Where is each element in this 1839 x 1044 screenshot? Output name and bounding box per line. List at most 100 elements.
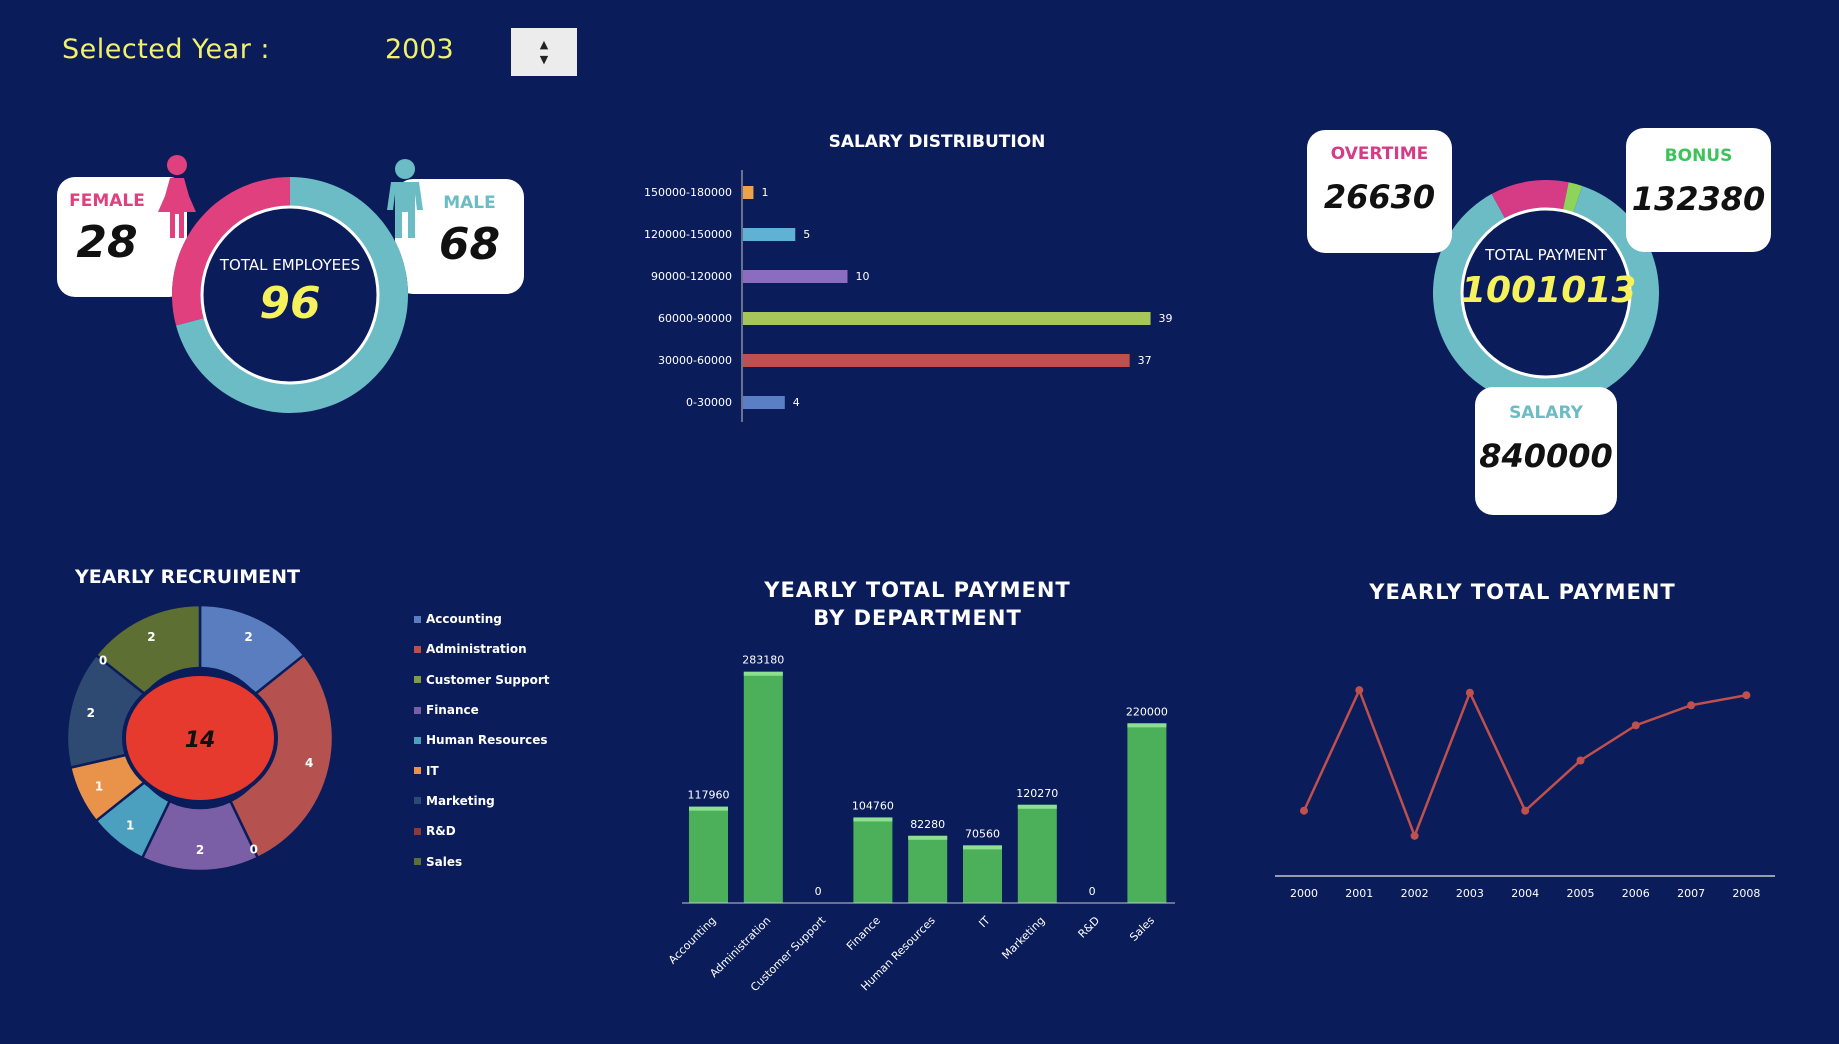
payment-ring xyxy=(1433,180,1659,406)
total-payment-label: TOTAL PAYMENT xyxy=(1485,246,1607,264)
male-person-icon xyxy=(387,159,423,238)
salary-bar xyxy=(743,396,785,409)
department-axis-label: Finance xyxy=(844,914,883,953)
year-up-button[interactable]: ▲ xyxy=(539,38,549,51)
department-bar-value: 220000 xyxy=(1126,705,1168,718)
legend-label: Marketing xyxy=(426,793,495,808)
legend-swatch xyxy=(414,615,421,623)
salary-bar-value: 4 xyxy=(793,396,800,409)
payment-point xyxy=(1300,806,1308,815)
bonus-label: BONUS xyxy=(1664,146,1733,166)
total-employees-label: TOTAL EMPLOYEES xyxy=(219,256,361,274)
recruitment-slice-label: 2 xyxy=(87,706,95,720)
recruitment-slice-label: 2 xyxy=(147,630,155,644)
yearly-recruitment-chart: 14 2 4 0 2 1 1 2 0 2 xyxy=(65,603,335,873)
salary-value: 840000 xyxy=(1479,437,1613,475)
department-bar xyxy=(1017,804,1057,903)
ring-overtime-segment xyxy=(1491,180,1569,220)
salary-bar-value: 39 xyxy=(1159,312,1173,325)
department-bar-value: 0 xyxy=(1089,885,1096,898)
legend-item: Sales xyxy=(414,846,549,876)
department-bar-value: 283180 xyxy=(742,654,784,667)
salary-bar xyxy=(743,270,848,283)
salary-range-label: 120000-150000 xyxy=(644,228,732,241)
legend-item: Administration xyxy=(414,634,549,664)
legend-item: IT xyxy=(414,755,549,785)
department-bar-value: 70560 xyxy=(965,827,1000,840)
selected-year-value: 2003 xyxy=(385,34,454,65)
payment-point xyxy=(1742,691,1751,700)
payment-point xyxy=(1521,806,1530,815)
department-payment-title-line2: BY DEPARTMENT xyxy=(813,606,1022,630)
recruitment-slice-label: 2 xyxy=(196,843,204,857)
year-axis-label: 2005 xyxy=(1567,887,1595,900)
legend-label: Finance xyxy=(426,703,479,718)
total-payment-value: 1001013 xyxy=(1461,270,1637,311)
legend-label: Sales xyxy=(426,854,463,869)
salary-range-label: 0-30000 xyxy=(686,396,732,409)
salary-card: SALARY 840000 xyxy=(1475,387,1617,515)
legend-item: Finance xyxy=(414,695,549,725)
bonus-value: 132380 xyxy=(1631,180,1766,218)
payment-point xyxy=(1355,686,1364,695)
department-axis-label: Sales xyxy=(1127,914,1157,944)
department-axis-label: R&D xyxy=(1076,914,1103,941)
year-down-button[interactable]: ▼ xyxy=(539,53,549,66)
payment-point xyxy=(1687,701,1696,710)
recruitment-slice xyxy=(94,603,202,697)
legend-label: R&D xyxy=(426,824,456,839)
female-count: 28 xyxy=(76,217,138,268)
bonus-card: BONUS 132380 xyxy=(1626,128,1771,252)
department-bar-value: 117960 xyxy=(688,789,730,802)
payment-point xyxy=(1465,688,1474,697)
overtime-label: OVERTIME xyxy=(1330,144,1429,164)
legend-swatch xyxy=(414,645,421,653)
department-bar xyxy=(689,806,728,903)
department-bar-value: 82280 xyxy=(910,818,945,831)
department-bar-highlight xyxy=(1017,804,1057,809)
overtime-card: OVERTIME 26630 xyxy=(1307,130,1452,253)
department-bar xyxy=(1127,723,1167,903)
yearly-recruitment-title: YEARLY RECRUIMENT xyxy=(74,566,301,588)
department-axis-label: IT xyxy=(976,914,992,930)
department-bar-value: 120270 xyxy=(1016,787,1058,800)
department-bar-highlight xyxy=(743,671,783,676)
legend-swatch xyxy=(414,736,421,744)
payment-point xyxy=(1410,831,1419,840)
male-card: MALE 68 xyxy=(395,179,524,294)
yearly-payment-title: YEARLY TOTAL PAYMENT xyxy=(1369,580,1676,604)
recruitment-slice-label: 1 xyxy=(126,819,134,833)
payment-point xyxy=(1576,756,1585,765)
salary-bar-value: 5 xyxy=(803,228,810,241)
year-axis-label: 2008 xyxy=(1732,887,1760,900)
salary-range-label: 90000-120000 xyxy=(651,270,732,283)
department-bar-highlight xyxy=(853,817,893,822)
year-spinner[interactable]: ▲ ▼ xyxy=(511,28,577,76)
year-axis-label: 2003 xyxy=(1456,887,1484,900)
department-bar-highlight xyxy=(1127,723,1167,728)
recruitment-slice-label: 4 xyxy=(305,756,313,770)
recruitment-slice-label: 0 xyxy=(99,654,107,668)
department-payment-chart: 117960Accounting283180Administration0Cus… xyxy=(666,654,1175,994)
total-payment: TOTAL PAYMENT 1001013 xyxy=(1461,246,1637,311)
department-bar-highlight xyxy=(689,806,728,811)
salary-range-label: 60000-90000 xyxy=(658,312,732,325)
ring-bonus-segment xyxy=(1562,182,1583,214)
legend-label: Accounting xyxy=(426,612,502,627)
legend-item: Customer Support xyxy=(414,665,549,695)
legend-swatch xyxy=(414,706,421,714)
salary-bar-value: 10 xyxy=(856,270,870,283)
year-axis-label: 2004 xyxy=(1511,887,1539,900)
salary-label: SALARY xyxy=(1509,403,1583,423)
department-axis-label: Marketing xyxy=(999,914,1047,962)
department-payment-title-line1: YEARLY TOTAL PAYMENT xyxy=(764,578,1071,602)
total-employees: TOTAL EMPLOYEES 96 xyxy=(205,256,375,329)
employees-ring xyxy=(172,177,408,413)
salary-range-label: 30000-60000 xyxy=(658,354,732,367)
male-count: 68 xyxy=(438,219,501,270)
department-bar xyxy=(908,835,948,903)
legend-swatch xyxy=(414,858,421,866)
legend-label: Customer Support xyxy=(426,672,550,687)
salary-range-label: 150000-180000 xyxy=(644,186,732,199)
department-bar-value: 0 xyxy=(815,885,822,898)
